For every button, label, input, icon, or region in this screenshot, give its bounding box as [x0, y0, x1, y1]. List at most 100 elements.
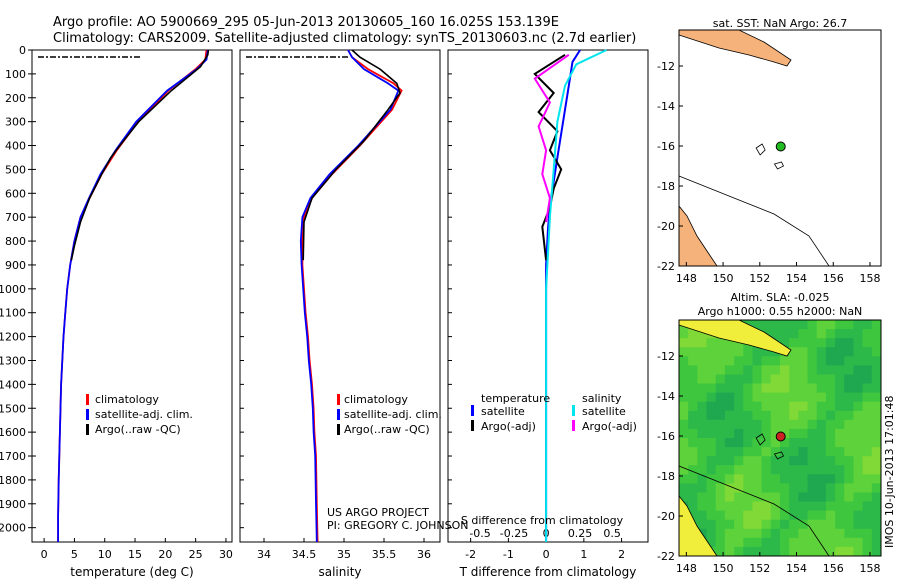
sla-cell: [853, 320, 864, 330]
sla-cell: [752, 365, 763, 375]
sla-cell: [752, 401, 763, 412]
sla-map-title-line-2: Argo h1000: 0.55 h2000: NaN: [698, 305, 863, 318]
series-climatology-line: [301, 49, 403, 543]
sla-cell: [724, 392, 735, 403]
sla-cell: [807, 401, 818, 412]
sla-cell: [706, 338, 717, 348]
sla-cell: [715, 383, 726, 393]
reef-outline: [755, 143, 766, 156]
sla-cell: [798, 347, 808, 357]
sla-cell: [835, 501, 845, 511]
sla-cell: [752, 456, 763, 466]
sla-cell: [688, 438, 698, 448]
sla-cell: [871, 447, 882, 457]
sla-cell: [798, 474, 808, 484]
sla-cell: [862, 465, 873, 475]
sla-cell: [743, 465, 753, 475]
sla-cell: [734, 419, 744, 430]
sla-cell: [871, 419, 882, 430]
sla-cell: [853, 528, 864, 539]
sla-cell: [706, 519, 717, 530]
sla-cell: [715, 501, 726, 511]
argo-float-marker: [775, 431, 786, 442]
sla-cell: [770, 501, 781, 511]
sla-cell: [825, 356, 836, 366]
x-tick-label: 0: [543, 548, 550, 561]
sla-cell: [734, 428, 744, 439]
sla-cell: [734, 492, 744, 502]
sla-cell: [798, 483, 808, 493]
sla-cell: [724, 465, 735, 475]
sla-cell: [780, 383, 790, 393]
sla-cell: [816, 528, 827, 539]
sla-cell: [743, 374, 753, 384]
map-y-tick-label: -18: [657, 470, 675, 483]
sla-cell: [715, 338, 726, 348]
sla-cell: [715, 438, 726, 448]
sla-cell: [715, 537, 726, 548]
x-tick-label: 34: [257, 548, 271, 561]
sla-cell: [798, 465, 808, 475]
legend-label-climatology: climatology: [95, 393, 159, 406]
sla-cell: [734, 347, 744, 357]
sla-cell: [835, 483, 845, 493]
sla-cell: [688, 401, 698, 412]
sla-cell: [871, 474, 882, 484]
sla-cell: [780, 483, 790, 493]
map-x-tick-label: 158: [859, 562, 880, 575]
sla-cell: [715, 546, 726, 557]
x-tick-label-top: -0.25: [500, 527, 528, 540]
sla-cell: [697, 483, 707, 493]
sla-cell: [862, 438, 873, 448]
sla-cell: [835, 519, 845, 530]
sla-cell: [679, 428, 689, 439]
sla-cell: [844, 438, 854, 448]
sla-cell: [844, 410, 854, 421]
sla-cell: [798, 365, 808, 375]
sla-cell: [807, 428, 818, 439]
sla-cell: [770, 447, 781, 457]
x-tick-label: 2: [618, 548, 625, 561]
sla-cell: [743, 510, 753, 521]
sla-cell: [835, 374, 845, 384]
series-salinity-satellite-line: [545, 49, 607, 542]
sla-cell: [789, 329, 799, 339]
sla-cell: [679, 356, 689, 366]
sla-cell: [679, 392, 689, 403]
sla-cell: [844, 510, 854, 521]
map-y-tick-label: -18: [657, 180, 675, 193]
sla-cell: [853, 383, 864, 393]
sla-cell: [706, 465, 717, 475]
sla-cell: [697, 401, 707, 412]
sla-cell: [715, 365, 726, 375]
sla-cell: [862, 338, 873, 348]
sla-cell: [706, 492, 717, 502]
sst-map: 148 150 152 154 156 158 -12 -14 -16 -18 -20 -22: [657, 29, 882, 285]
map-x-tick-label: 152: [749, 272, 770, 285]
sla-cell: [844, 483, 854, 493]
sla-cell: [853, 447, 864, 457]
sla-cell: [679, 374, 689, 384]
sla-cell: [688, 456, 698, 466]
x-tick-label: 25: [189, 548, 203, 561]
sla-cell: [853, 510, 864, 521]
sla-cell: [871, 347, 882, 357]
sla-cell: [807, 392, 818, 403]
sla-cell: [807, 320, 818, 330]
sla-cell: [706, 392, 717, 403]
sla-cell: [835, 410, 845, 421]
sla-cell: [706, 438, 717, 448]
sla-cell: [734, 501, 744, 511]
sla-cell: [825, 347, 836, 357]
sla-cell: [761, 438, 772, 448]
sla-cell: [761, 483, 772, 493]
sla-cell: [761, 428, 772, 439]
sla-cell: [807, 347, 818, 357]
temperature-panel-frame: [31, 49, 233, 543]
sla-cell: [743, 447, 753, 457]
sla-cell: [844, 356, 854, 366]
sla-cell: [816, 510, 827, 521]
sla-cell: [679, 338, 689, 348]
sla-cell: [761, 501, 772, 511]
sla-cell: [752, 419, 763, 430]
